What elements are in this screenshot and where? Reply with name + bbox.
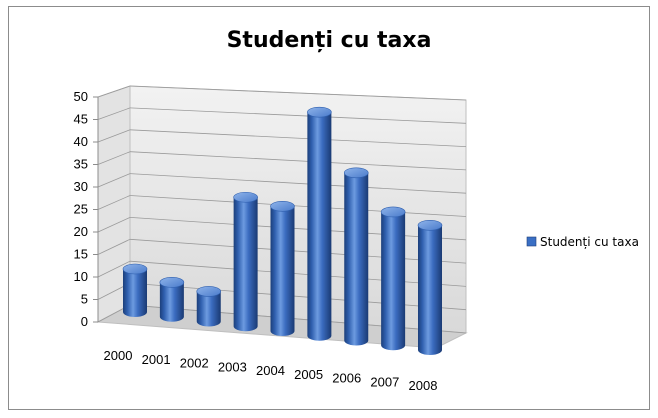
y-tick-label: 30 — [74, 179, 88, 194]
bars — [122, 106, 443, 355]
y-tick-label: 15 — [74, 247, 88, 262]
gridline-side — [97, 107, 131, 120]
bar-body — [233, 197, 258, 332]
x-tick-label: 2002 — [180, 356, 209, 371]
x-tick-label: 2008 — [409, 378, 438, 393]
gridline — [129, 238, 467, 264]
bar-body — [307, 112, 332, 341]
gridline-side — [97, 260, 131, 278]
y-tick-label: 10 — [74, 269, 88, 284]
x-tick-label: 2004 — [256, 363, 285, 378]
gridlines — [97, 85, 467, 334]
bar-cap — [380, 206, 406, 218]
bar-cap — [417, 220, 443, 231]
bar-cap — [196, 286, 222, 297]
y-tick-label: 40 — [74, 134, 88, 149]
bar-cap — [233, 191, 258, 203]
gridline — [129, 260, 467, 287]
bar-body — [418, 225, 442, 355]
bar-cap — [307, 106, 332, 118]
legend: Studenți cu taxa — [526, 235, 639, 249]
bar-2005 — [307, 106, 332, 341]
y-tick-label: 25 — [74, 202, 88, 217]
y-axis: 0 5 10 15 20 25 30 35 40 45 50 — [74, 89, 99, 329]
gridline — [129, 129, 467, 147]
x-tick-label: 2005 — [294, 367, 323, 382]
bar-2003 — [233, 191, 258, 332]
gridline — [129, 151, 467, 171]
legend-label: Studenți cu taxa — [540, 235, 639, 249]
x-tick-label: 2001 — [142, 352, 171, 367]
y-tick-label: 45 — [74, 112, 88, 127]
x-tick-label: 2000 — [104, 348, 133, 363]
y-tick-label: 5 — [81, 292, 88, 307]
gridline — [129, 304, 467, 334]
bar-2002 — [196, 286, 222, 327]
bar-2004 — [270, 201, 295, 337]
x-tick-label: 2003 — [218, 359, 247, 374]
bar-body — [270, 206, 295, 337]
gridline-side — [97, 195, 131, 210]
bar-body — [381, 211, 406, 351]
gridline-side — [97, 85, 131, 98]
chart-title: Studenți cu taxa — [226, 28, 432, 53]
bar-cap — [343, 167, 369, 179]
gridline-side — [97, 217, 131, 233]
bar-2008 — [417, 220, 443, 355]
gridline — [129, 173, 467, 194]
bar-body — [159, 282, 184, 322]
gridline — [129, 217, 467, 241]
gridline-side — [97, 238, 131, 255]
gridline — [129, 85, 467, 101]
y-tick-label: 50 — [74, 89, 88, 104]
x-tick-label: 2007 — [370, 374, 399, 389]
bar-body — [344, 172, 369, 346]
bar-cap — [122, 263, 148, 275]
x-axis-labels: 2000 2001 2002 2003 2004 2005 2006 2007 2008 — [104, 348, 438, 393]
bar-2007 — [380, 206, 406, 351]
gridline — [129, 282, 467, 311]
bar-2000 — [122, 263, 148, 317]
bar-cap — [270, 201, 295, 212]
gridline-side — [97, 151, 131, 165]
bar-2006 — [343, 167, 369, 346]
y-tick-label: 20 — [74, 224, 88, 239]
y-tick-label: 0 — [81, 314, 88, 329]
gridline — [129, 195, 467, 217]
x-tick-label: 2006 — [332, 371, 361, 386]
gridline-side — [97, 129, 131, 143]
gridline — [129, 107, 467, 124]
gridline-side — [97, 173, 131, 188]
legend-swatch — [526, 236, 537, 247]
y-tick-label: 35 — [74, 157, 88, 172]
bar-2001 — [159, 277, 185, 322]
bar-body — [123, 269, 147, 317]
bar-body — [196, 291, 221, 327]
bar-cap — [159, 277, 185, 288]
